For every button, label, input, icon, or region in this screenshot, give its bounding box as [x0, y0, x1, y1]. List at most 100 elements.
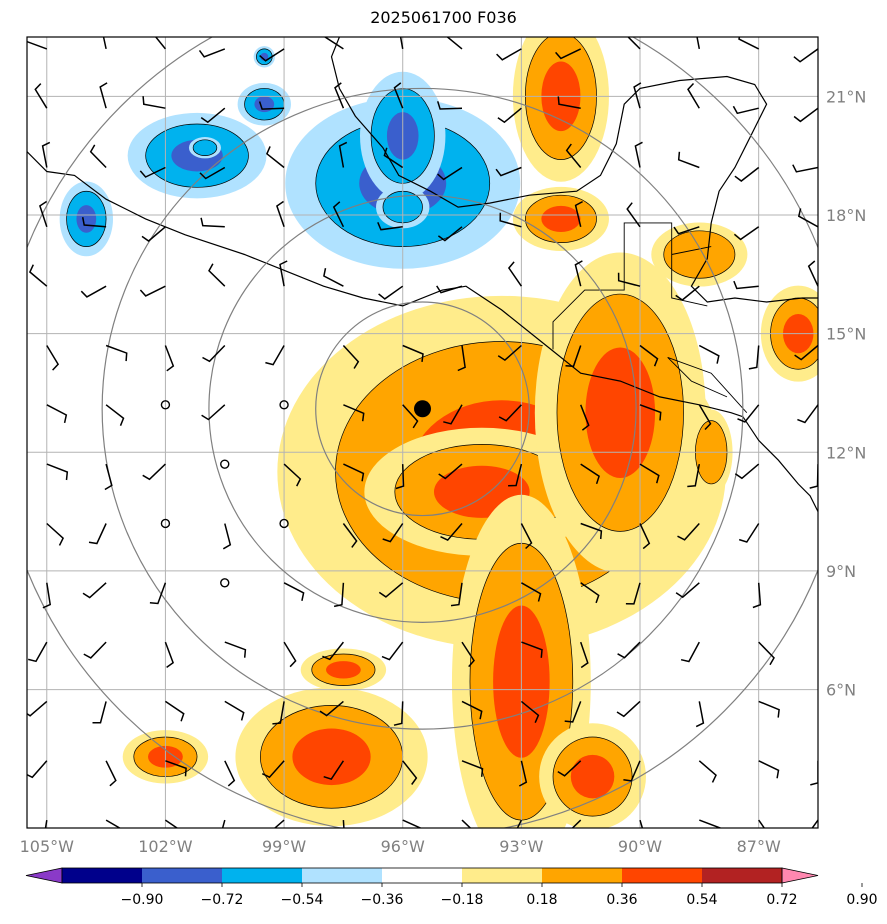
positive-anomaly-contour	[325, 661, 361, 679]
wind-barb	[738, 523, 760, 543]
gridlines	[27, 37, 818, 828]
wind-barb	[507, 261, 523, 287]
colorbar-max-extend	[781, 867, 819, 884]
wind-barb	[810, 760, 818, 786]
wind-barb	[564, 701, 582, 723]
negative-anomaly-contour	[254, 96, 275, 113]
wind-barb	[381, 641, 404, 661]
wind-barb	[261, 760, 285, 779]
wind-barb	[639, 819, 644, 828]
wind-barb	[497, 344, 522, 362]
colorbar-segment	[302, 868, 382, 883]
wind-barb	[139, 285, 166, 297]
lon-tick-label: 87°W	[737, 837, 781, 856]
calm-wind-circle	[160, 518, 171, 529]
lat-tick-label: 6°N	[826, 681, 856, 700]
wind-barb	[42, 582, 52, 609]
wind-barb	[758, 700, 780, 718]
wind-barb	[677, 151, 700, 169]
wind-barb	[41, 141, 51, 168]
wind-barb	[402, 819, 423, 828]
coastlines	[27, 37, 818, 512]
wind-barb	[164, 345, 175, 372]
wind-barb	[272, 701, 285, 725]
wind-barb	[675, 285, 700, 301]
wind-barb	[696, 37, 701, 50]
calm-wind-circle	[279, 518, 289, 529]
colorbar-tick-label: −0.54	[281, 892, 324, 908]
wind-barb	[733, 226, 760, 241]
positive-anomaly-contour	[541, 205, 581, 232]
storm-center-dot	[414, 400, 431, 418]
wind-barb	[565, 345, 582, 368]
wind-barb	[520, 523, 533, 550]
wind-barb	[200, 107, 226, 124]
colorbar-tick-label: −0.36	[361, 892, 404, 908]
wind-barb	[343, 404, 365, 422]
lon-tick-label: 96°W	[381, 837, 425, 856]
wind-barb	[518, 760, 528, 787]
wind-barb	[797, 404, 818, 424]
wind-barb	[811, 819, 818, 828]
wind-barb	[323, 760, 345, 780]
wind-barb	[27, 37, 48, 50]
wind-barb	[164, 700, 185, 722]
wind-barb	[461, 819, 472, 828]
wind-barb	[402, 344, 424, 362]
wind-barb	[276, 200, 285, 228]
wind-barb	[793, 107, 818, 123]
wind-barb	[99, 82, 108, 109]
range-rings	[27, 37, 818, 828]
wind-barb	[259, 48, 285, 62]
wind-barb	[154, 37, 166, 50]
wind-barb	[46, 522, 65, 546]
wind-barb	[557, 760, 582, 777]
wind-barb	[46, 463, 69, 481]
storm-center-marker	[414, 400, 431, 418]
wind-barb	[516, 819, 523, 828]
colorbar-min-extend	[25, 867, 63, 884]
wind-barb	[732, 105, 759, 115]
wind-barb	[81, 217, 107, 228]
wind-barb	[733, 280, 759, 290]
range-ring	[315, 301, 530, 517]
wind-barb	[342, 523, 358, 548]
wind-barb	[521, 641, 543, 658]
map-title: 2025061700 F036	[370, 8, 517, 27]
positive-anomaly-contour	[663, 230, 736, 279]
wind-barb	[580, 463, 600, 485]
wind-barb	[497, 107, 522, 124]
lat-tick-label: 21°N	[826, 87, 866, 106]
wind-barb	[202, 344, 226, 363]
wind-barb	[83, 641, 107, 659]
wind-barb	[208, 263, 226, 287]
wind-barb	[27, 700, 48, 717]
wind-barb	[616, 700, 641, 718]
wind-barb	[737, 404, 760, 423]
wind-barb	[46, 404, 68, 424]
wind-barb	[807, 260, 818, 287]
lon-tick-label: 90°W	[618, 837, 662, 856]
colorbar-tick-label: 0.90	[846, 892, 877, 908]
wind-barb	[258, 101, 285, 110]
wind-barb	[333, 582, 345, 608]
wind-barb	[748, 345, 760, 370]
colorbar-tick-label: −0.72	[201, 892, 244, 908]
country-border	[552, 222, 708, 350]
wind-barb	[88, 523, 107, 545]
wind-barb	[574, 260, 583, 287]
wind-barb	[105, 760, 117, 787]
lon-tick-label: 102°W	[138, 837, 193, 856]
wind-barb	[680, 641, 700, 663]
map-border	[26, 36, 819, 829]
wind-barb	[639, 344, 659, 367]
wind-barb	[436, 285, 463, 294]
wind-barb	[438, 463, 463, 480]
wind-barb	[139, 166, 166, 178]
wind-barb	[457, 345, 466, 372]
colorbar: −0.90 −0.72 −0.54 −0.36 −0.18 0.18 0.36 0.54 0.7…	[25, 867, 878, 908]
wind-barb	[322, 641, 344, 661]
wind-barb	[734, 166, 760, 182]
wind-barb	[687, 463, 701, 488]
wind-barb	[639, 463, 660, 484]
